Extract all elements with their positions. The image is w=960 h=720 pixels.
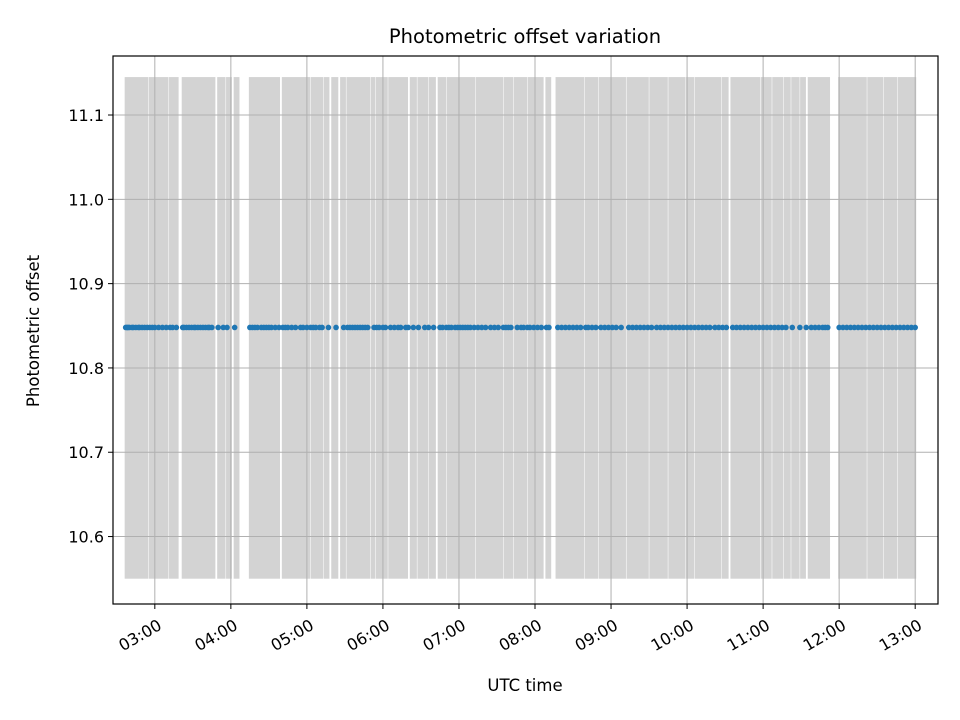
data-point	[292, 324, 299, 331]
data-point	[415, 324, 422, 331]
x-tick-label: 10:00	[648, 615, 697, 655]
x-tick-label: 05:00	[267, 615, 316, 655]
chart-title: Photometric offset variation	[389, 25, 661, 48]
y-axis-title: Photometric offset	[24, 254, 43, 407]
data-point	[707, 324, 713, 331]
x-tick-label: 04:00	[191, 615, 240, 655]
y-tick-label: 10.8	[68, 359, 104, 378]
x-tick-label: 03:00	[115, 615, 164, 655]
data-point	[546, 324, 552, 331]
x-tick-label: 12:00	[800, 615, 849, 655]
data-point	[577, 324, 584, 331]
data-point	[783, 324, 789, 331]
y-tick-label: 10.6	[68, 528, 104, 547]
data-point	[425, 324, 432, 331]
data-point	[912, 324, 918, 331]
y-tick-label: 11.0	[68, 190, 104, 209]
y-tick-label: 11.1	[68, 106, 104, 125]
data-point	[495, 324, 502, 331]
x-tick-label: 11:00	[724, 615, 773, 655]
error-band-segment	[791, 77, 800, 579]
data-point	[538, 324, 545, 331]
data-point	[648, 324, 655, 331]
data-point	[215, 324, 221, 331]
data-point	[482, 324, 489, 331]
data-point	[824, 324, 831, 331]
data-point	[325, 324, 332, 331]
data-points	[122, 324, 918, 331]
y-tick-label: 10.7	[68, 443, 104, 462]
data-point	[508, 324, 514, 331]
data-point	[613, 324, 619, 331]
x-tick-label: 09:00	[572, 615, 621, 655]
data-point	[430, 324, 437, 331]
data-point	[319, 324, 325, 331]
x-tick-label: 06:00	[343, 615, 392, 655]
data-point	[593, 324, 599, 331]
data-point	[797, 324, 803, 331]
plot-frame	[112, 55, 939, 605]
data-point	[618, 324, 624, 331]
x-tick-label: 08:00	[496, 615, 545, 655]
error-band-segment	[800, 77, 806, 579]
data-point	[224, 324, 230, 331]
x-tick-label: 07:00	[420, 615, 469, 655]
data-point	[803, 324, 810, 331]
data-point	[723, 324, 730, 331]
data-point	[397, 324, 404, 331]
y-tick-label: 10.9	[68, 275, 104, 294]
y-axis-ticks: 10.6 10.7 10.8 10.9 11.0 11.1	[68, 106, 113, 547]
data-point	[364, 324, 371, 331]
x-axis-title: UTC time	[487, 676, 562, 695]
data-point	[231, 324, 238, 331]
data-point	[789, 324, 796, 331]
data-point	[410, 324, 417, 331]
x-axis-ticks: 03:00 04:00 05:00 06:00 07:00 08:00 09:00 10:00…	[115, 604, 925, 655]
data-point	[333, 324, 339, 331]
data-point	[405, 324, 412, 331]
data-point	[209, 324, 215, 331]
data-point	[382, 324, 389, 331]
x-tick-label: 13:00	[876, 615, 925, 655]
data-point	[173, 324, 180, 331]
